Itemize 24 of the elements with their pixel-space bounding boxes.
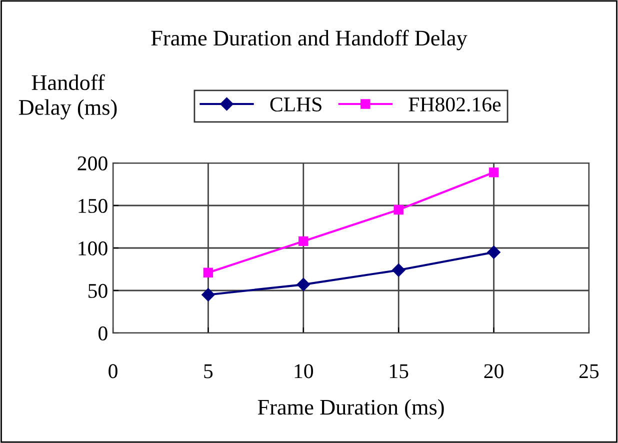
x-axis-title: Frame Duration (ms) [258, 399, 444, 420]
y-tick-label: 50 [88, 284, 108, 298]
legend-label: FH802.16e [408, 97, 501, 112]
point [488, 167, 499, 178]
point [202, 288, 215, 302]
point [392, 264, 406, 277]
point [298, 236, 308, 246]
x-tick-label: 15 [390, 364, 408, 378]
point [487, 246, 500, 259]
y-axis-title: Handoff Delay (ms) [18, 74, 117, 120]
chart-title: Frame Duration and Handoff Delay [151, 30, 468, 50]
y-tick-label: 200 [78, 156, 108, 170]
x-tick-label: 10 [294, 364, 314, 378]
x-tick-label: 25 [580, 364, 599, 378]
x-tick-label: 20 [484, 364, 504, 378]
y-tick-label: 150 [78, 198, 108, 213]
y-tick-label: 0 [98, 326, 108, 340]
point [203, 268, 214, 278]
legend-label: CLHS [270, 98, 322, 112]
point [394, 204, 404, 215]
x-tick-label: 5 [204, 364, 213, 378]
y-tick-label: 100 [78, 241, 108, 256]
x-tick-label: 0 [108, 364, 118, 378]
point [296, 278, 310, 292]
